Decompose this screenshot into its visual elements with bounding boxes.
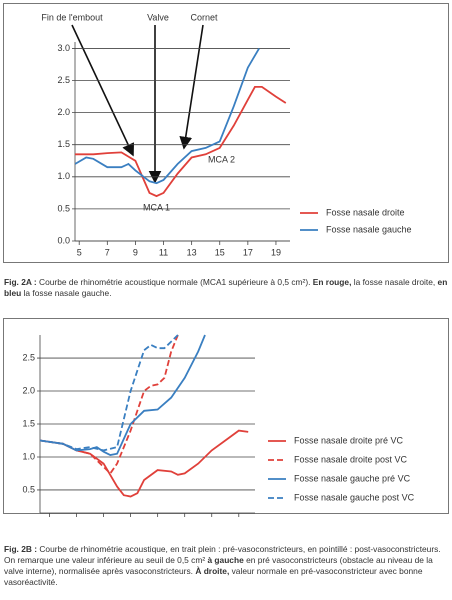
legend-label: Fosse nasale droite pré VC xyxy=(294,435,404,445)
caption-run: valeur normale en pré-vasoconstricteur a… xyxy=(4,566,423,587)
chart: Fin de l'embout Valve Cornet MCA 2 MCA 1… xyxy=(41,12,412,257)
chart: 0.51.01.52.02.55791113151719Fosse nasale… xyxy=(22,334,415,517)
data-line xyxy=(40,334,206,456)
legend-label: Fosse nasale gauche xyxy=(326,224,412,234)
legend-label: Fosse nasale droite xyxy=(326,207,405,217)
y-tick-label: 1.5 xyxy=(22,418,35,428)
data-line xyxy=(40,334,179,452)
caption-run: En rouge, xyxy=(312,277,352,287)
data-line xyxy=(40,334,179,475)
caption-run: Fig. 2A : xyxy=(4,277,37,287)
y-tick-label: 3.0 xyxy=(57,43,70,53)
legend-label: Fosse nasale gauche pré VC xyxy=(294,473,411,483)
figure-frame xyxy=(3,3,449,263)
y-tick-label: 1.0 xyxy=(22,451,35,461)
y-tick-label: 2.5 xyxy=(22,352,35,362)
legend-label: Fosse nasale droite post VC xyxy=(294,454,408,464)
caption-run: Courbe de rhinométrie acoustique normale… xyxy=(36,277,313,287)
caption-run: en bleu xyxy=(4,277,448,298)
y-tick-label: 2.5 xyxy=(57,75,70,85)
data-line xyxy=(75,86,287,198)
annotation: MCA 1 xyxy=(143,202,170,212)
x-tick-label: 5 xyxy=(77,247,82,257)
y-tick-label: 0.5 xyxy=(57,203,70,213)
y-tick-label: 1.5 xyxy=(57,139,70,149)
annotation: Fin de l'embout xyxy=(41,12,103,22)
figure-frame xyxy=(3,318,449,514)
annotation: Cornet xyxy=(190,12,218,22)
legend-label: Fosse nasale gauche post VC xyxy=(294,492,415,502)
x-tick-label: 11 xyxy=(159,247,168,257)
caption-run: Fig. 2B : xyxy=(4,544,38,554)
x-tick-label: 13 xyxy=(187,247,197,257)
caption-run: à gauche xyxy=(207,555,244,565)
x-tick-label: 19 xyxy=(271,247,281,257)
y-tick-label: 1.0 xyxy=(57,171,70,181)
caption: Fig. 2B : Courbe de rhinométrie acoustiq… xyxy=(4,544,448,588)
y-tick-label: 2.0 xyxy=(57,107,70,117)
caption-run: À droite, xyxy=(195,566,230,576)
y-tick-label: 0.0 xyxy=(57,235,70,245)
annotation: MCA 2 xyxy=(208,154,235,164)
data-line xyxy=(75,47,260,185)
x-tick-label: 17 xyxy=(243,247,253,257)
arrow xyxy=(71,24,135,157)
caption-run: la fosse nasale droite, xyxy=(351,277,438,287)
caption: Fig. 2A : Courbe de rhinométrie acoustiq… xyxy=(4,277,448,299)
x-tick-label: 9 xyxy=(133,247,138,257)
annotation: Valve xyxy=(147,12,169,22)
y-tick-label: 0.5 xyxy=(22,484,35,494)
x-tick-label: 7 xyxy=(105,247,110,257)
x-tick-label: 15 xyxy=(215,247,225,257)
caption-run: en pré vasoconstricteurs (obstacle au ni… xyxy=(4,555,433,576)
data-line xyxy=(40,429,249,498)
caption-run: la fosse nasale gauche. xyxy=(21,288,112,298)
arrow xyxy=(179,24,204,150)
y-tick-label: 2.0 xyxy=(22,385,35,395)
caption-run: Courbe de rhinométrie acoustique, en tra… xyxy=(4,544,441,565)
